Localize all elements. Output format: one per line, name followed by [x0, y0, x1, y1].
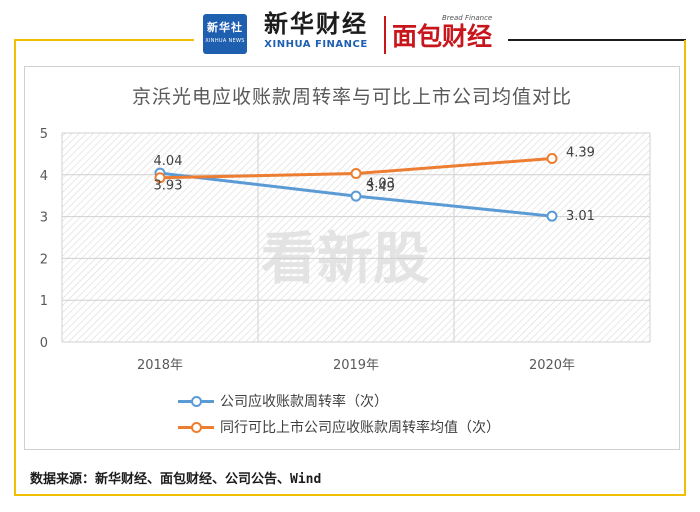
bread-finance-brand: Bread Finance 面包财经: [392, 14, 492, 52]
y-tick-label-2: 2: [40, 252, 48, 267]
series-0-data-label-1: 3.49: [366, 180, 395, 195]
x-tick-label-2: 2020年: [529, 358, 575, 373]
chart-title: 京浜光电应收账款周转率与可比上市公司均值对比: [131, 86, 572, 108]
logo-cn: 新华社: [207, 21, 243, 34]
y-tick-label-3: 3: [40, 211, 48, 226]
series-1-point-0: [154, 172, 166, 184]
series-1-data-label-1: 4.03: [366, 177, 395, 192]
logo-en: XINHUA NEWS: [205, 38, 245, 44]
y-tick-label-0: 0: [40, 336, 48, 351]
series-0-point-2: [546, 210, 558, 222]
brand2-cn: 面包财经: [392, 22, 493, 51]
header-line-right: [508, 39, 686, 41]
series-0-data-label-0: 4.04: [154, 154, 183, 169]
series-0-data-label-2: 3.01: [566, 209, 595, 224]
brand2-tag: Bread Finance: [442, 14, 493, 22]
legend-label-company: 公司应收账款周转率（次）: [220, 394, 388, 410]
legend-label-peer-average: 同行可比上市公司应收账款周转率均值（次）: [220, 420, 500, 436]
legend-item-peer-average: 同行可比上市公司应收账款周转率均值（次）: [178, 414, 500, 440]
xinhua-finance-brand: 新华财经 XINHUA FINANCE: [256, 9, 376, 51]
y-tick-label-5: 5: [40, 127, 48, 142]
series-1-data-label-2: 4.39: [566, 145, 595, 160]
x-tick-label-0: 2018年: [137, 358, 183, 373]
series-0-point-1: [350, 190, 362, 202]
series-1-data-label-0: 3.93: [154, 179, 183, 194]
series-1-point-2: [546, 152, 558, 164]
header-line-left: [14, 39, 194, 41]
brand1-en: XINHUA FINANCE: [264, 39, 368, 50]
legend-swatch-peer-average: [178, 421, 214, 433]
y-tick-label-4: 4: [40, 169, 48, 184]
legend: 公司应收账款周转率（次） 同行可比上市公司应收账款周转率均值（次）: [178, 388, 500, 440]
x-tick-label-1: 2019年: [333, 358, 379, 373]
header: 新华社 XINHUA NEWS 新华财经 XINHUA FINANCE Brea…: [0, 0, 700, 64]
brand-divider: [384, 16, 386, 54]
y-tick-label-1: 1: [40, 294, 48, 309]
watermark-text: 看新股: [261, 227, 429, 292]
legend-item-company: 公司应收账款周转率（次）: [178, 388, 500, 414]
content-frame: [14, 40, 686, 496]
xinhua-news-logo: 新华社 XINHUA NEWS: [203, 14, 247, 54]
series-1-point-1: [350, 168, 362, 180]
brand1-cn: 新华财经: [264, 9, 368, 38]
data-source-note: 数据来源：新华财经、面包财经、公司公告、Wind: [30, 472, 322, 487]
legend-swatch-company: [178, 395, 214, 407]
